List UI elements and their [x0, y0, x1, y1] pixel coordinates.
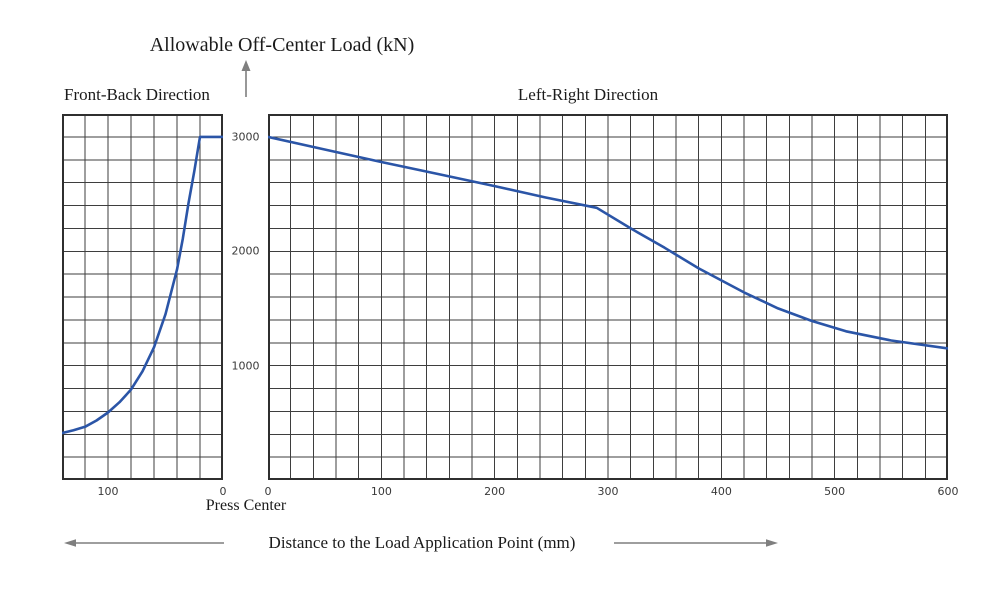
y-tick-label: 2000: [231, 244, 260, 258]
allowable-load-curve: [268, 135, 948, 350]
front-back-chart: [62, 114, 223, 480]
x-tick-label: 0: [264, 485, 272, 498]
allowable-load-curve: [62, 135, 223, 435]
x-tick-label: 100: [370, 485, 392, 498]
x-tick-label: 0: [219, 485, 227, 498]
x-tick-label: 500: [824, 485, 846, 498]
front-back-x-ticks: 100 0: [62, 485, 227, 499]
y-axis-title: Allowable Off-Center Load (kN): [149, 34, 415, 56]
front-back-panel-title: Front-Back Direction: [64, 85, 210, 104]
x-tick-label: 600: [937, 485, 959, 498]
left-direction-arrow-icon: [64, 539, 224, 547]
x-tick-label: 100: [97, 485, 119, 498]
y-axis-ticks: 3000 2000 1000: [223, 114, 268, 480]
y-tick-label: 1000: [231, 359, 260, 373]
left-right-x-ticks: 0 100 200 300 400 500 600: [264, 485, 959, 499]
x-tick-label: 400: [710, 485, 732, 498]
x-tick-label: 200: [484, 485, 506, 498]
left-right-chart: [268, 114, 948, 480]
up-arrow-icon: [241, 60, 251, 97]
right-direction-arrow-icon: [614, 539, 778, 547]
x-tick-label: 300: [597, 485, 619, 498]
y-tick-label: 3000: [231, 130, 260, 144]
press-center-label: Press Center: [205, 497, 287, 514]
x-axis-title: Distance to the Load Application Point (…: [268, 533, 576, 552]
left-right-panel-title: Left-Right Direction: [517, 85, 659, 104]
